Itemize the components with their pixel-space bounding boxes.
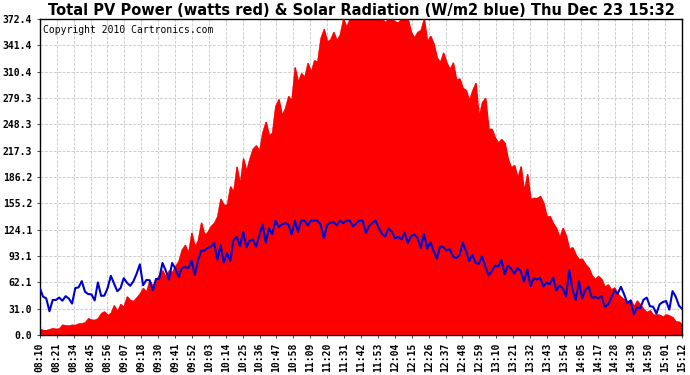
- Text: Copyright 2010 Cartronics.com: Copyright 2010 Cartronics.com: [43, 25, 213, 35]
- Title: Total PV Power (watts red) & Solar Radiation (W/m2 blue) Thu Dec 23 15:32: Total PV Power (watts red) & Solar Radia…: [48, 3, 674, 18]
